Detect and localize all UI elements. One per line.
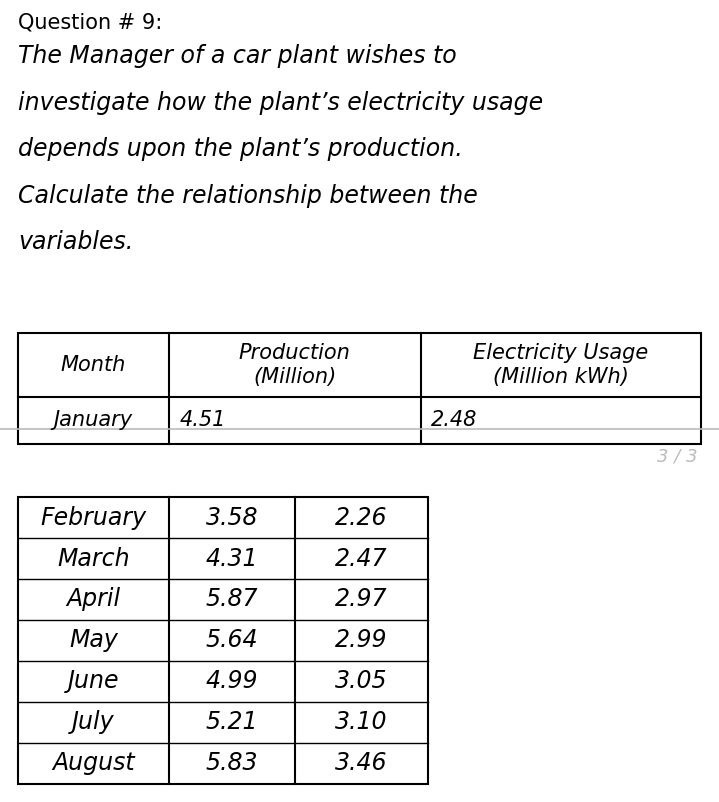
Text: 5.21: 5.21 <box>206 711 258 734</box>
Text: variables.: variables. <box>18 230 133 254</box>
Text: 2.48: 2.48 <box>431 411 477 430</box>
Text: 4.51: 4.51 <box>180 411 226 430</box>
Text: August: August <box>52 751 134 775</box>
Text: Question # 9:: Question # 9: <box>18 12 162 32</box>
Text: investigate how the plant’s electricity usage: investigate how the plant’s electricity … <box>18 91 543 115</box>
Text: 2.97: 2.97 <box>335 588 388 611</box>
Text: Calculate the relationship between the: Calculate the relationship between the <box>18 184 477 208</box>
Text: Month: Month <box>61 355 126 375</box>
Text: July: July <box>72 711 115 734</box>
Text: June: June <box>68 670 119 693</box>
Text: Production
(Million): Production (Million) <box>239 342 351 387</box>
Text: 5.64: 5.64 <box>206 629 258 652</box>
Text: 3.46: 3.46 <box>335 751 388 775</box>
Text: 4.31: 4.31 <box>206 547 258 570</box>
Text: 3.58: 3.58 <box>206 506 258 529</box>
Text: January: January <box>54 411 133 430</box>
Text: April: April <box>66 588 121 611</box>
Text: February: February <box>40 506 147 529</box>
Text: 5.87: 5.87 <box>206 588 258 611</box>
Text: 2.47: 2.47 <box>335 547 388 570</box>
Text: 5.83: 5.83 <box>206 751 258 775</box>
Text: 3.10: 3.10 <box>335 711 388 734</box>
Text: 3 / 3: 3 / 3 <box>656 448 697 465</box>
Text: May: May <box>69 629 118 652</box>
Text: 2.26: 2.26 <box>335 506 388 529</box>
Text: March: March <box>57 547 130 570</box>
Text: depends upon the plant’s production.: depends upon the plant’s production. <box>18 137 463 161</box>
Text: The Manager of a car plant wishes to: The Manager of a car plant wishes to <box>18 44 457 68</box>
Bar <box>18 497 428 784</box>
Text: 4.99: 4.99 <box>206 670 258 693</box>
Bar <box>18 333 701 444</box>
Text: 3.05: 3.05 <box>335 670 388 693</box>
Text: 2.99: 2.99 <box>335 629 388 652</box>
Text: Electricity Usage
(Million kWh): Electricity Usage (Million kWh) <box>473 342 649 387</box>
